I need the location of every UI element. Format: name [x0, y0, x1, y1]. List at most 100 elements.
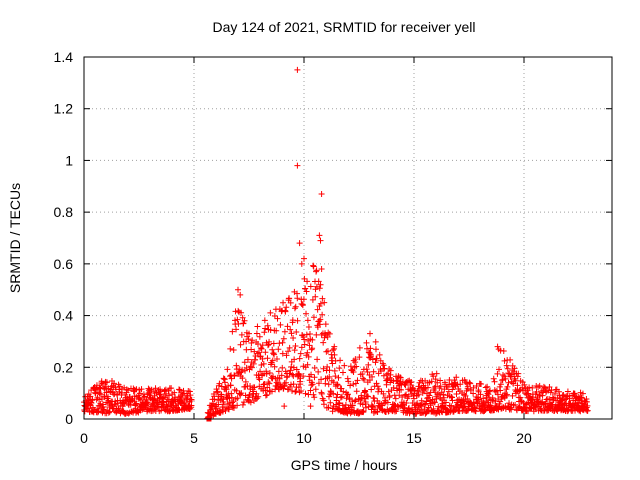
- data-point: [464, 395, 471, 402]
- data-point: [346, 394, 353, 401]
- data-point: [111, 380, 118, 387]
- data-point: [281, 403, 288, 410]
- data-point: [367, 353, 374, 360]
- data-point: [334, 381, 341, 388]
- data-point: [285, 348, 292, 355]
- data-point: [472, 408, 479, 415]
- data-point: [374, 408, 381, 415]
- data-point: [219, 408, 226, 415]
- data-point: [318, 266, 325, 273]
- data-point: [430, 373, 437, 380]
- data-point: [251, 348, 258, 355]
- data-point: [334, 391, 341, 398]
- data-point: [301, 255, 307, 262]
- data-point: [255, 393, 262, 400]
- data-point: [309, 345, 316, 352]
- data-point: [329, 347, 336, 354]
- data-point: [408, 379, 415, 386]
- data-point: [424, 384, 431, 391]
- x-tick-label: 15: [406, 430, 422, 446]
- data-point: [318, 191, 325, 198]
- data-point: [564, 388, 571, 395]
- data-point: [303, 310, 310, 317]
- data-point: [324, 363, 331, 370]
- data-point: [259, 355, 266, 362]
- data-point: [273, 356, 280, 363]
- data-point: [237, 341, 244, 348]
- data-point: [229, 399, 236, 406]
- data-point: [423, 398, 430, 405]
- data-point: [373, 380, 380, 387]
- data-point: [555, 388, 562, 395]
- data-point: [514, 382, 521, 389]
- data-point: [298, 300, 305, 307]
- data-point: [363, 366, 370, 373]
- data-point: [449, 394, 456, 401]
- data-point: [376, 351, 383, 358]
- data-point: [308, 371, 315, 378]
- data-point: [326, 373, 333, 380]
- data-point: [504, 383, 511, 390]
- data-point: [274, 383, 281, 390]
- data-point: [297, 381, 304, 388]
- data-point: [449, 386, 456, 393]
- data-point: [224, 366, 231, 373]
- data-point: [238, 331, 245, 338]
- data-point: [308, 382, 315, 389]
- data-point: [529, 384, 536, 391]
- data-point: [230, 404, 237, 411]
- data-point: [293, 328, 300, 335]
- data-point: [330, 390, 337, 397]
- data-point: [276, 375, 283, 382]
- data-point: [318, 376, 325, 383]
- data-point: [353, 388, 360, 395]
- data-point: [262, 325, 269, 332]
- y-tick-label: 0.6: [54, 256, 74, 272]
- data-point: [358, 394, 365, 401]
- data-point: [370, 368, 377, 375]
- data-point: [394, 377, 401, 384]
- data-point: [512, 377, 519, 384]
- data-point: [463, 398, 470, 405]
- data-point: [470, 390, 477, 397]
- data-point: [259, 342, 266, 349]
- data-point: [284, 323, 291, 330]
- data-point: [503, 392, 510, 399]
- data-point: [344, 375, 351, 382]
- data-point: [345, 378, 352, 385]
- data-point: [362, 399, 369, 406]
- data-point: [372, 346, 379, 353]
- data-point: [303, 288, 310, 295]
- data-point: [380, 362, 387, 369]
- data-point: [536, 391, 543, 398]
- data-point: [485, 391, 492, 398]
- data-point: [340, 388, 347, 395]
- data-point: [338, 393, 345, 400]
- data-point: [296, 389, 303, 396]
- data-point: [347, 382, 354, 389]
- data-point: [329, 355, 336, 361]
- data-point: [281, 382, 288, 389]
- data-point: [331, 343, 338, 350]
- data-point: [558, 397, 565, 404]
- data-point: [256, 376, 263, 383]
- y-tick-label: 0: [65, 411, 73, 427]
- data-point: [338, 385, 345, 392]
- data-point: [318, 389, 325, 396]
- data-point: [354, 377, 361, 384]
- data-point: [393, 408, 400, 415]
- data-point: [264, 322, 271, 329]
- data-point: [496, 366, 503, 373]
- data-point: [312, 286, 319, 293]
- data-point: [292, 303, 299, 310]
- data-point: [271, 363, 278, 370]
- data-point: [270, 350, 277, 357]
- data-point: [275, 368, 282, 375]
- data-point: [317, 316, 324, 323]
- data-point: [127, 401, 134, 408]
- data-point: [263, 370, 270, 377]
- data-point: [313, 331, 320, 338]
- x-axis-title: GPS time / hours: [291, 457, 398, 473]
- data-point: [335, 374, 342, 381]
- data-point: [366, 349, 373, 356]
